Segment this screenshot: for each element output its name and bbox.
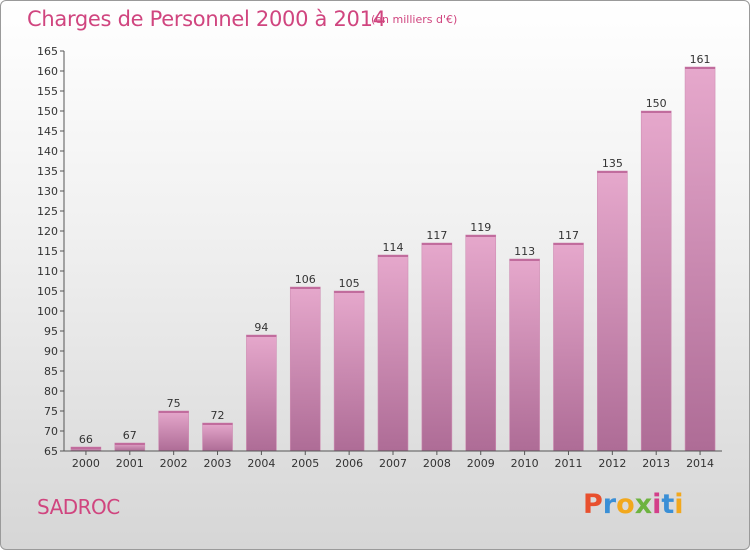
bar-2013 (640, 110, 672, 452)
bar-2005 (289, 286, 321, 452)
bar-2010 (509, 258, 540, 452)
data-label-2013: 150 (646, 97, 667, 110)
x-tick-label-2000: 2000 (72, 457, 100, 470)
data-label-2003: 72 (211, 409, 225, 422)
x-tick-label-2014: 2014 (686, 457, 714, 470)
x-tick-label-2012: 2012 (598, 457, 626, 470)
bar-top-edge (290, 287, 321, 289)
y-axis: 65 70 75 80 85 90 95 100 105 110 115 120 125 130 135 14… (37, 45, 65, 458)
bar-top-edge (509, 259, 540, 261)
logo-letter: i (652, 489, 662, 520)
data-label-2011: 117 (558, 229, 579, 242)
y-tick-label: 125 (37, 205, 58, 218)
bar-top-edge (70, 447, 101, 449)
bar-top-edge (334, 291, 365, 293)
data-label-2009: 119 (470, 221, 491, 234)
x-tick-label-2005: 2005 (291, 457, 319, 470)
x-tick-label-2004: 2004 (247, 457, 275, 470)
logo-letter: i (674, 489, 684, 520)
x-tick-label-2006: 2006 (335, 457, 363, 470)
y-tick-label: 155 (37, 85, 58, 98)
data-label-2005: 106 (295, 273, 316, 286)
x-tick-label-2001: 2001 (116, 457, 144, 470)
logo-letter: o (616, 489, 635, 520)
logo-letter: t (661, 489, 675, 520)
data-label-2012: 135 (602, 157, 623, 170)
y-tick-label: 80 (44, 385, 58, 398)
bar-top-edge (553, 243, 584, 245)
bar-2006 (333, 290, 365, 452)
bar-2011 (553, 242, 584, 452)
bars: 66 67 75 72 94 106 105 114 117 119 113 117 135 150 161 (70, 53, 716, 452)
x-axis: 2000 2001 2002 2003 2004 2005 2006 2007 2008 2009… (64, 450, 722, 470)
logo-letter: r (602, 489, 617, 520)
chart-subtitle: (en milliers d'€) (371, 13, 458, 26)
bar-2002 (158, 410, 189, 452)
bar-top-edge (641, 111, 672, 113)
y-tick-label: 65 (44, 445, 58, 458)
x-tick-label-2007: 2007 (379, 457, 407, 470)
y-tick-label: 90 (44, 345, 58, 358)
x-tick-label-2008: 2008 (423, 457, 451, 470)
x-tick-label-2009: 2009 (467, 457, 495, 470)
y-tick-label: 140 (37, 145, 58, 158)
bar-2008 (421, 242, 453, 452)
data-label-2008: 117 (426, 229, 447, 242)
data-label-2010: 113 (514, 245, 535, 258)
bar-top-edge (597, 171, 628, 173)
x-tick-label-2003: 2003 (204, 457, 232, 470)
y-tick-label: 120 (37, 225, 58, 238)
y-tick-label: 135 (37, 165, 58, 178)
y-tick-label: 85 (44, 365, 58, 378)
y-tick-label: 110 (37, 265, 58, 278)
y-tick-label: 75 (44, 405, 58, 418)
y-tick-label: 165 (37, 45, 58, 58)
data-label-2001: 67 (123, 429, 137, 442)
bar-top-edge (114, 443, 145, 445)
bar-2012 (597, 170, 628, 452)
x-tick-label-2010: 2010 (511, 457, 539, 470)
y-tick-label: 70 (44, 425, 58, 438)
y-tick-label: 115 (37, 245, 58, 258)
bar-2009 (465, 234, 497, 452)
logo-letter: x (634, 489, 653, 520)
data-label-2014: 161 (690, 53, 711, 66)
bar-top-edge (246, 335, 277, 337)
data-label-2002: 75 (167, 397, 181, 410)
bar-top-edge (685, 67, 716, 69)
data-label-2004: 94 (254, 321, 268, 334)
x-tick-label-2002: 2002 (160, 457, 188, 470)
y-tick-label: 105 (37, 285, 58, 298)
data-label-2007: 114 (383, 241, 404, 254)
bar-top-edge (378, 255, 408, 257)
bar-2014 (684, 66, 716, 452)
chart-title: Charges de Personnel 2000 à 2014 (27, 7, 386, 31)
bar-2004 (246, 334, 277, 452)
y-tick-label: 95 (44, 325, 58, 338)
bar-2003 (202, 422, 233, 452)
data-label-2006: 105 (339, 277, 360, 290)
y-tick-label: 150 (37, 105, 58, 118)
y-tick-label: 160 (37, 65, 58, 78)
x-tick-label-2011: 2011 (554, 457, 582, 470)
proxiti-logo: Proxiti (583, 489, 684, 520)
y-tick-label: 145 (37, 125, 58, 138)
commune-name: SADROC (37, 495, 120, 519)
bar-top-edge (421, 243, 452, 245)
data-label-2000: 66 (79, 433, 93, 446)
y-tick-label: 100 (37, 305, 58, 318)
y-tick-label: 130 (37, 185, 58, 198)
bar-top-edge (158, 411, 189, 413)
bar-top-edge (202, 423, 233, 425)
bar-2007 (377, 254, 409, 452)
logo-letter: P (583, 489, 603, 520)
x-tick-label-2013: 2013 (642, 457, 670, 470)
bar-top-edge (465, 235, 496, 237)
